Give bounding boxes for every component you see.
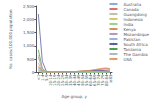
svg-text:Kenya: Kenya xyxy=(123,26,136,32)
svg-text:10-14: 10-14 xyxy=(47,74,53,87)
svg-text:Indonesia: Indonesia xyxy=(123,16,143,22)
svg-text:Guangdong: Guangdong xyxy=(123,11,147,17)
svg-text:1,000: 1,000 xyxy=(23,43,35,48)
svg-text:USA: USA xyxy=(123,57,132,62)
svg-text:75-79: 75-79 xyxy=(99,74,105,87)
svg-text:2,500: 2,500 xyxy=(23,4,35,9)
svg-text:70-74: 70-74 xyxy=(95,74,101,87)
svg-text:80-84: 80-84 xyxy=(103,74,109,87)
svg-text:65-69: 65-69 xyxy=(91,74,97,87)
svg-text:500: 500 xyxy=(27,57,35,62)
svg-text:No. cases/100,000 population: No. cases/100,000 population xyxy=(8,9,13,69)
svg-text:0: 0 xyxy=(32,70,35,75)
svg-text:India: India xyxy=(123,21,134,27)
svg-text:50-54: 50-54 xyxy=(79,74,85,87)
svg-text:35-39: 35-39 xyxy=(67,74,73,87)
svg-text:60-64: 60-64 xyxy=(87,74,93,87)
svg-text:2,000: 2,000 xyxy=(23,17,35,22)
svg-text:30-34: 30-34 xyxy=(63,74,69,87)
svg-text:<1: <1 xyxy=(35,74,41,81)
svg-text:≥85: ≥85 xyxy=(108,74,113,83)
svg-text:Canada: Canada xyxy=(123,6,139,12)
svg-text:40-44: 40-44 xyxy=(71,74,77,87)
svg-text:15-19: 15-19 xyxy=(51,74,57,87)
svg-text:20-24: 20-24 xyxy=(55,74,61,87)
svg-text:1,500: 1,500 xyxy=(23,30,35,35)
svg-text:1-4: 1-4 xyxy=(39,74,45,81)
svg-text:25-29: 25-29 xyxy=(59,74,65,87)
svg-text:The Gambia: The Gambia xyxy=(123,51,148,57)
svg-text:Age group, y: Age group, y xyxy=(61,94,87,99)
svg-text:55-59: 55-59 xyxy=(83,74,89,87)
svg-text:5-9: 5-9 xyxy=(43,74,49,81)
svg-text:Pakistan: Pakistan xyxy=(123,36,141,42)
svg-text:Mozambique: Mozambique xyxy=(123,31,149,37)
svg-text:South Africa: South Africa xyxy=(123,41,148,47)
svg-text:Tanzania: Tanzania xyxy=(123,46,141,52)
svg-text:45-49: 45-49 xyxy=(75,74,81,87)
svg-text:Australia: Australia xyxy=(123,1,142,7)
